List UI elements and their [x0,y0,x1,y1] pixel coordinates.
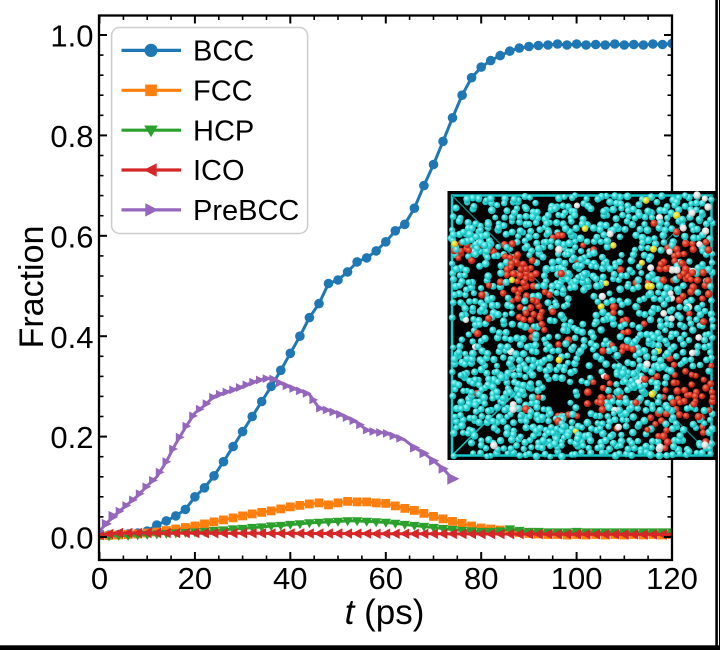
svg-text:80: 80 [464,561,498,596]
svg-text:0.8: 0.8 [50,119,93,154]
svg-text:FCC: FCC [193,75,253,107]
svg-text:0.4: 0.4 [50,320,93,355]
svg-text:40: 40 [273,561,307,596]
svg-text:120: 120 [646,561,698,596]
svg-text:HCP: HCP [193,115,254,147]
svg-text:0.0: 0.0 [50,521,93,556]
svg-text:PreBCC: PreBCC [193,195,299,227]
svg-text:0.2: 0.2 [50,420,93,455]
svg-text:20: 20 [178,561,212,596]
svg-text:BCC: BCC [193,36,254,68]
svg-text:0: 0 [91,561,108,596]
svg-text:ICO: ICO [193,155,245,187]
svg-text:Fraction: Fraction [13,226,51,349]
svg-text:100: 100 [551,561,603,596]
svg-text:t (ps): t (ps) [345,593,425,632]
svg-text:1.0: 1.0 [50,19,93,54]
svg-text:0.6: 0.6 [50,219,93,254]
svg-text:60: 60 [369,561,403,596]
